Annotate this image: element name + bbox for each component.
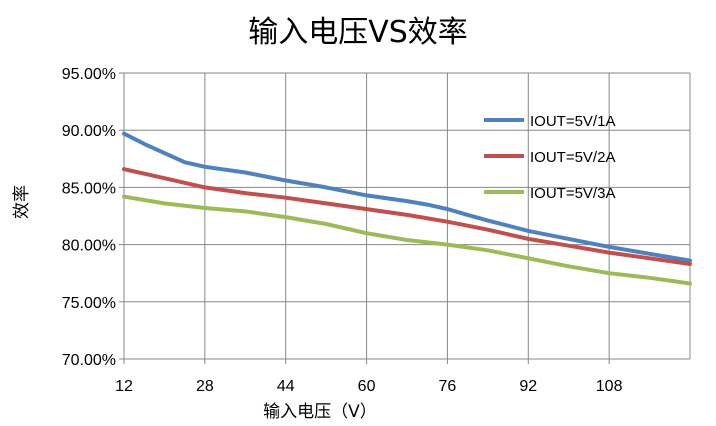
series-layer — [122, 131, 692, 286]
legend-label-3: IOUT=5V/3A — [530, 185, 615, 202]
legend-label-2: IOUT=5V/2A — [530, 149, 615, 166]
x-tick-label: 44 — [277, 378, 295, 395]
x-tick-label: 12 — [115, 378, 133, 395]
y-axis-title: 效率 — [12, 185, 32, 219]
series-line-1 — [122, 131, 692, 263]
x-tick-label: 92 — [519, 378, 537, 395]
chart-title: 输入电压VS效率 — [248, 15, 468, 50]
labels-layer: 输入电压VS效率 输入电压（V） 效率 — [12, 15, 468, 422]
x-tick-label: 60 — [358, 378, 376, 395]
x-tick-label: 28 — [196, 378, 214, 395]
y-tick-label: 95.00% — [62, 66, 116, 83]
legend-label-1: IOUT=5V/1A — [530, 113, 615, 130]
series-line-3 — [122, 194, 692, 286]
axes-layer: 70.00% 75.00% 80.00% 85.00% 90.00% 95.00% 12 28… — [62, 66, 690, 395]
y-tick-label: 70.00% — [62, 352, 116, 369]
y-tick-label: 90.00% — [62, 123, 116, 140]
x-tick-label: 108 — [596, 378, 623, 395]
series-line-2 — [122, 167, 692, 266]
y-tick-label: 80.00% — [62, 238, 116, 255]
x-axis-title: 输入电压（V） — [263, 402, 377, 422]
y-tick-label: 85.00% — [62, 180, 116, 197]
y-tick-label: 75.00% — [62, 295, 116, 312]
legend: IOUT=5V/1A IOUT=5V/2A IOUT=5V/3A — [484, 113, 615, 202]
x-tick-label: 76 — [439, 378, 457, 395]
